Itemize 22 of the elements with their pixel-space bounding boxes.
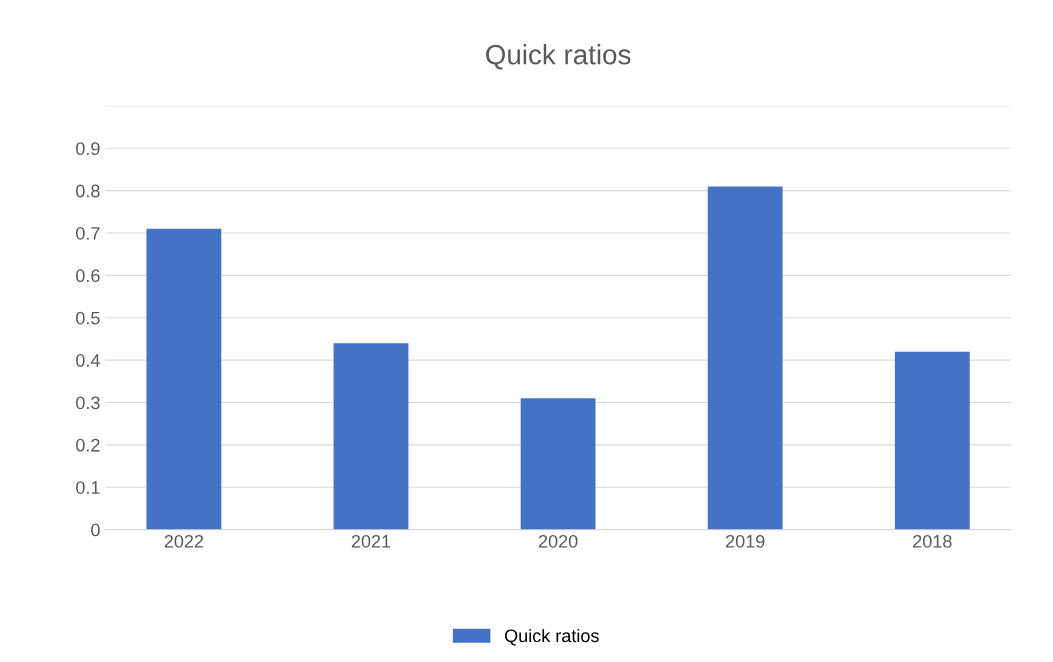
- bar: [333, 343, 409, 530]
- bar: [894, 351, 970, 530]
- y-tick-label: 0.7: [76, 226, 100, 240]
- y-tick-label: 0.1: [76, 481, 100, 494]
- x-tick-label: 2018: [913, 534, 952, 548]
- chart-title: Quick ratios: [486, 44, 631, 70]
- y-tick-label: 0.8: [76, 184, 100, 198]
- y-tick-label: 0.2: [76, 438, 100, 452]
- y-tick-label: 0.3: [76, 396, 100, 410]
- bar: [520, 398, 596, 530]
- y-tick-label: 0.4: [76, 354, 100, 367]
- y-tick-label: 0.9: [76, 142, 100, 156]
- x-tick-label: 2021: [351, 534, 391, 548]
- bar: [707, 186, 783, 530]
- y-tick-label: 0.6: [76, 269, 100, 283]
- y-tick-label: 0: [91, 523, 100, 537]
- legend-label: Quick ratios: [504, 628, 599, 646]
- x-tick-label: 2022: [164, 534, 204, 548]
- bar: [146, 228, 222, 530]
- x-tick-label: 2019: [726, 534, 765, 548]
- x-tick-label: 2020: [538, 534, 578, 548]
- y-tick-label: 0.5: [76, 311, 100, 325]
